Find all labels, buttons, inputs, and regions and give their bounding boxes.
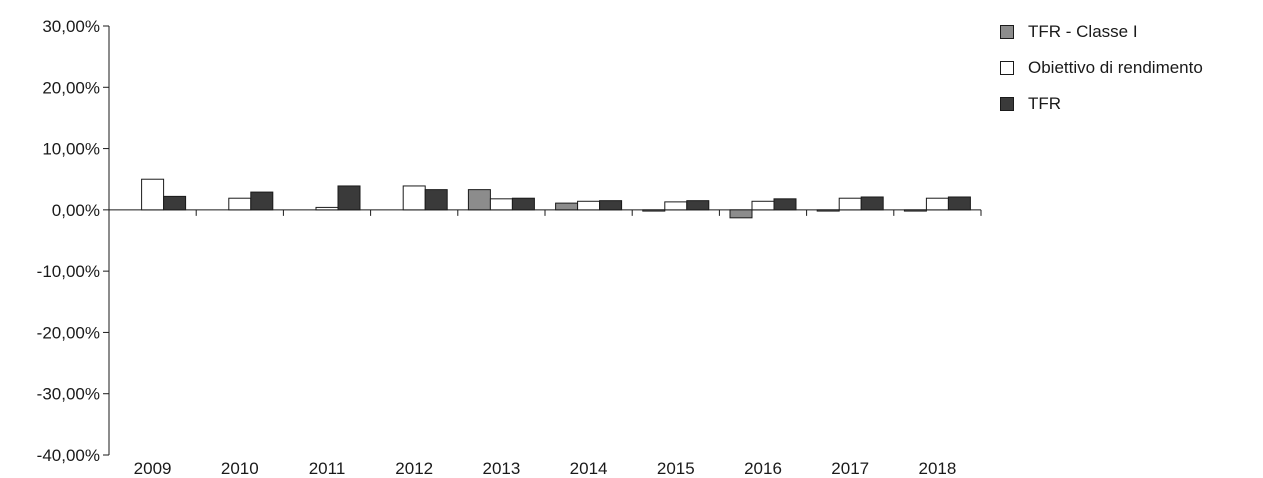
y-tick-label: -30,00% [37, 385, 100, 404]
bar-obiettivo-di-rendimento-2017 [838, 197, 862, 211]
bar-tfr-classe-i-2016 [729, 209, 753, 219]
x-tick-label: 2012 [395, 459, 433, 478]
bar-tfr-classe-i-2014 [555, 202, 579, 211]
x-tick-label: 2011 [309, 459, 346, 478]
y-axis-ticks: 30,00% 20,00% 10,00% 0,00% -10,00% -20,00% -30… [37, 17, 109, 465]
x-axis-ticks: 2009 2010 2011 2012 2013 2014 2015 2016 2017 2018 [134, 209, 982, 478]
legend-label: Obiettivo di rendimento [1028, 58, 1203, 77]
bar-tfr-2010 [250, 191, 274, 211]
legend-item-obiettivo-di-rendimento: Obiettivo di rendimento [1000, 50, 1263, 86]
bar-obiettivo-di-rendimento-2013 [489, 198, 513, 211]
x-tick-label: 2018 [918, 459, 956, 478]
y-tick-label: 10,00% [42, 140, 100, 159]
bar-tfr-2016 [773, 198, 797, 211]
bar-tfr-2017 [860, 196, 884, 211]
bar-obiettivo-di-rendimento-2015 [664, 201, 688, 211]
legend-label: TFR [1028, 94, 1062, 113]
x-tick-label: 2017 [831, 459, 869, 478]
bar-obiettivo-di-rendimento-2018 [925, 197, 949, 211]
x-tick-label: 2014 [570, 459, 608, 478]
y-tick-label: 0,00% [52, 201, 100, 220]
legend-swatch-tfr [1000, 97, 1014, 111]
legend-item-tfr-classe-i: TFR - Classe I [1000, 14, 1263, 50]
y-tick-label: -10,00% [37, 262, 100, 281]
bar-obiettivo-di-rendimento-2016 [751, 200, 775, 211]
bar-tfr-2015 [686, 200, 710, 211]
y-tick-label: -40,00% [37, 446, 100, 465]
bar-tfr-2018 [947, 196, 971, 211]
bar-tfr-2012 [424, 189, 448, 211]
y-tick-label: -20,00% [37, 323, 100, 342]
legend-item-tfr: TFR [1000, 86, 1263, 122]
bar-obiettivo-di-rendimento-2009 [141, 178, 165, 211]
legend-swatch-tfr-classe-i [1000, 25, 1014, 39]
x-tick-label: 2016 [744, 459, 782, 478]
bar-tfr-classe-i-2017 [816, 209, 840, 212]
bar-tfr-classe-i-2015 [642, 209, 666, 212]
x-tick-label: 2015 [657, 459, 695, 478]
legend-swatch-obiettivo-di-rendimento [1000, 61, 1014, 75]
legend-label: TFR - Classe I [1028, 22, 1138, 41]
bars [141, 178, 971, 219]
axes [108, 26, 981, 455]
x-tick-label: 2013 [482, 459, 520, 478]
bar-tfr-2013 [511, 197, 535, 211]
y-tick-label: 20,00% [42, 78, 100, 97]
bar-obiettivo-di-rendimento-2012 [402, 185, 426, 211]
bar-tfr-classe-i-2013 [467, 189, 491, 211]
bar-tfr-classe-i-2018 [903, 209, 927, 212]
bar-tfr-2014 [599, 200, 623, 211]
x-tick-label: 2010 [221, 459, 259, 478]
y-tick-label: 30,00% [42, 17, 100, 36]
bar-tfr-2009 [163, 195, 187, 211]
bar-obiettivo-di-rendimento-2011 [315, 206, 339, 211]
legend: TFR - Classe I Obiettivo di rendimento T… [1000, 14, 1263, 122]
bar-obiettivo-di-rendimento-2014 [577, 200, 601, 211]
bar-tfr-2011 [337, 185, 361, 211]
x-tick-label: 2009 [134, 459, 172, 478]
bar-obiettivo-di-rendimento-2010 [228, 197, 252, 211]
